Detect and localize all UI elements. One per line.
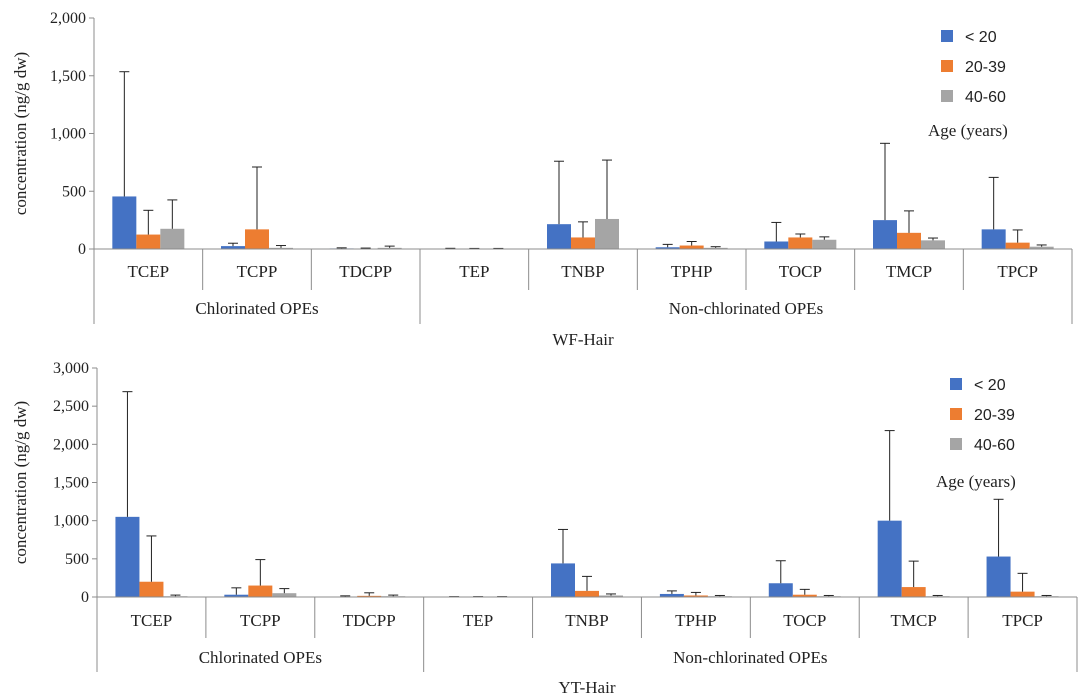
bar-tcpp-series-3: [272, 593, 297, 597]
legend-label-2: 20-39: [974, 407, 1015, 424]
bar-tphp-series-1: [659, 593, 684, 597]
legend-title: Age (years): [928, 121, 1008, 140]
bar-tdcpp-series-3: [377, 247, 402, 249]
legend-swatch-3: [950, 438, 962, 450]
bar-tcpp-series-1: [221, 246, 245, 249]
bar-tnbp-series-2: [575, 590, 599, 597]
y-axis-title: concentration (ng/g dw): [11, 401, 30, 564]
legend-swatch-1: [950, 378, 962, 390]
group-label-1: Chlorinated OPEs: [195, 299, 318, 318]
category-label-tphp: TPHP: [671, 262, 713, 281]
bar-tocp-series-2: [788, 237, 813, 249]
bar-tmcp-series-1: [877, 520, 902, 597]
y-tick-label: 2,000: [53, 436, 89, 453]
category-label-tep: TEP: [463, 611, 493, 630]
category-label-tmcp: TMCP: [891, 611, 937, 630]
legend-swatch-1: [941, 30, 953, 42]
legend-label-3: 40-60: [974, 437, 1015, 454]
bar-tcep-series-3: [160, 228, 185, 249]
category-label-tphp: TPHP: [675, 611, 717, 630]
category-label-tdcpp: TDCPP: [339, 262, 392, 281]
bar-tpcp-series-1: [986, 556, 1011, 597]
bar-tcep-series-1: [115, 516, 140, 597]
category-label-tcep: TCEP: [128, 262, 170, 281]
legend-label-3: 40-60: [965, 89, 1006, 106]
bar-tcep-series-2: [139, 581, 164, 597]
category-label-tcpp: TCPP: [240, 611, 281, 630]
panel-1: 0 500 1,000 1,500 2,000 concentration (ng/g d…: [11, 10, 1073, 349]
category-label-tdcpp: TDCPP: [343, 611, 396, 630]
bar-tcpp-series-1: [224, 594, 249, 597]
category-label-tmcp: TMCP: [886, 262, 932, 281]
y-tick-label: 500: [65, 551, 89, 568]
bar-tpcp-series-2: [1005, 242, 1030, 249]
y-tick-label: 0: [81, 589, 89, 606]
bar-tpcp-series-2: [1010, 591, 1035, 597]
legend-swatch-2: [941, 60, 953, 72]
y-axis-title: concentration (ng/g dw): [11, 52, 30, 215]
category-label-tnbp: TNBP: [565, 611, 608, 630]
group-label-2: Non-chlorinated OPEs: [673, 648, 827, 667]
category-label-tcep: TCEP: [131, 611, 173, 630]
bar-tpcp-series-3: [1029, 246, 1054, 249]
bar-tphp-series-2: [679, 245, 704, 249]
category-label-tpcp: TPCP: [997, 262, 1038, 281]
y-tick-label: 1,000: [50, 126, 86, 143]
bar-tpcp-series-1: [981, 229, 1006, 249]
bar-tnbp-series-2: [571, 237, 595, 249]
panel-2: 0 500 1,000 1,500 2,000 2,500 3,000 concentrati…: [11, 360, 1078, 695]
bar-tocp-series-1: [764, 241, 789, 249]
bar-tmcp-series-2: [897, 232, 921, 249]
y-tick-label: 2,500: [53, 398, 89, 415]
y-tick-label: 3,000: [53, 360, 89, 377]
bar-tocp-series-2: [792, 594, 817, 597]
legend-swatch-2: [950, 408, 962, 420]
bar-tphp-series-3: [703, 247, 728, 249]
legend-label-1: < 20: [965, 29, 997, 46]
y-tick-label: 2,000: [50, 10, 86, 27]
category-label-tcpp: TCPP: [237, 262, 278, 281]
bar-tmcp-series-3: [921, 240, 945, 249]
bar-tnbp-series-1: [551, 563, 575, 597]
bar-tdcpp-series-2: [357, 595, 382, 597]
bar-tcpp-series-2: [248, 585, 273, 597]
legend-title: Age (years): [936, 472, 1016, 491]
bar-tnbp-series-3: [599, 595, 623, 597]
bar-tcep-series-1: [112, 196, 137, 249]
panel-title: WF-Hair: [552, 330, 614, 349]
bar-tcpp-series-2: [245, 229, 269, 249]
group-label-1: Chlorinated OPEs: [199, 648, 322, 667]
y-tick-label: 1,500: [53, 475, 89, 492]
category-label-tocp: TOCP: [783, 611, 826, 630]
bar-tphp-series-2: [683, 595, 708, 597]
legend-label-2: 20-39: [965, 59, 1006, 76]
category-label-tnbp: TNBP: [561, 262, 604, 281]
legend-label-1: < 20: [974, 377, 1006, 394]
bar-tphp-series-1: [655, 247, 680, 249]
bar-tcep-series-2: [136, 234, 161, 249]
bar-tnbp-series-1: [547, 224, 571, 249]
bar-tocp-series-3: [812, 239, 837, 249]
y-tick-label: 1,000: [53, 513, 89, 530]
category-label-tpcp: TPCP: [1002, 611, 1043, 630]
y-tick-label: 500: [62, 183, 86, 200]
category-label-tocp: TOCP: [779, 262, 822, 281]
legend-swatch-3: [941, 90, 953, 102]
y-tick-label: 0: [78, 241, 86, 258]
bar-tmcp-series-1: [873, 220, 897, 249]
bar-tocp-series-1: [768, 583, 793, 597]
group-label-2: Non-chlorinated OPEs: [669, 299, 823, 318]
panel-title: YT-Hair: [559, 678, 616, 695]
bar-tnbp-series-3: [595, 218, 619, 249]
category-label-tep: TEP: [459, 262, 489, 281]
bar-tcpp-series-3: [269, 247, 293, 249]
y-tick-label: 1,500: [50, 68, 86, 85]
bar-tmcp-series-2: [901, 587, 926, 597]
